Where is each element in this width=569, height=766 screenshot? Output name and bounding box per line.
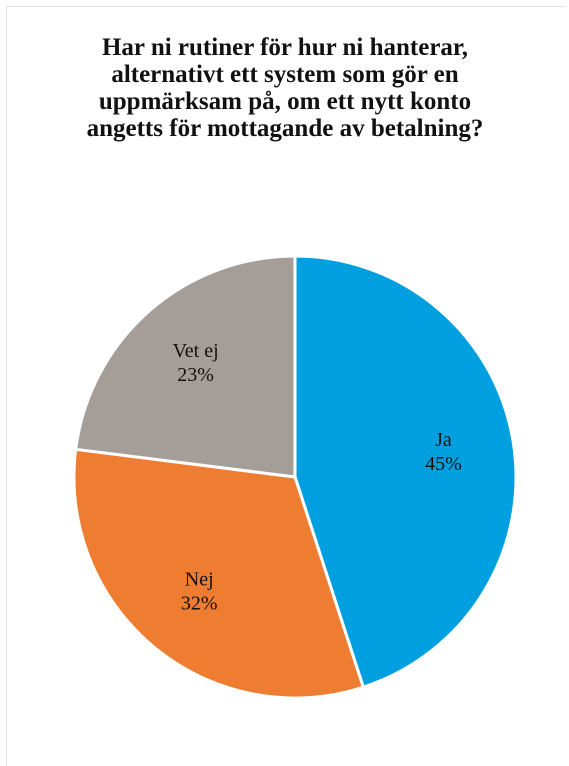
slice-value-label: 32% — [181, 592, 218, 614]
slice-label: Vet ej — [173, 340, 219, 362]
pie-slice — [293, 254, 518, 690]
pie-slice — [74, 254, 297, 479]
slice-value-label: 23% — [177, 364, 214, 386]
chart-title: Har ni rutiner för hur ni hanterar, alte… — [86, 34, 484, 142]
slice-label: Ja — [435, 429, 452, 451]
slice-value-label: 45% — [425, 453, 462, 475]
slice-label: Nej — [185, 568, 214, 590]
pie-slice — [72, 447, 366, 700]
chart-frame — [6, 6, 566, 766]
